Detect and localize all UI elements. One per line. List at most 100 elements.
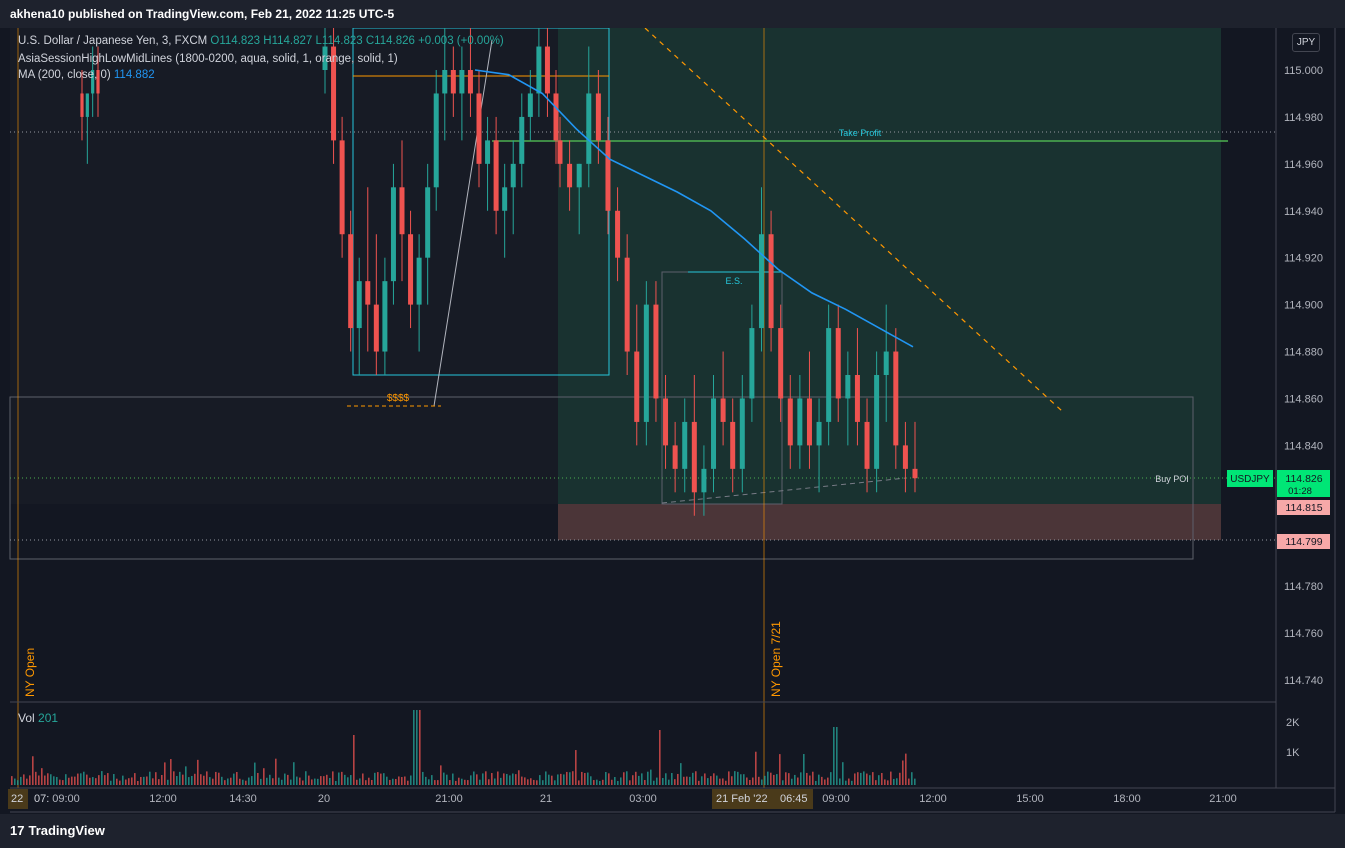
time-edge-label-1: 22	[11, 793, 23, 805]
volume-bar	[719, 778, 721, 785]
volume-bar	[728, 771, 730, 785]
volume-axis-ticks: 2K 1K	[1286, 717, 1300, 759]
price-tick-0: 115.000	[1284, 65, 1323, 77]
volume-bar	[908, 778, 910, 785]
change-value: +0.003 (+0.00%)	[418, 35, 504, 47]
volume-bar	[635, 771, 637, 785]
candle-body	[91, 70, 95, 94]
time-tick-8: 12:00	[919, 793, 947, 805]
volume-bar	[887, 780, 889, 785]
candle-body	[408, 234, 414, 305]
volume-bar	[236, 771, 238, 785]
volume-bar	[833, 727, 835, 785]
candle-body	[567, 163, 573, 188]
close-value: C114.826	[365, 35, 415, 47]
volume-bar	[674, 779, 676, 785]
time-tick-0: 09:00	[52, 793, 80, 805]
volume-bar	[176, 776, 178, 785]
time-tick-9: 15:00	[1016, 793, 1044, 805]
currency-button[interactable]: JPY	[1292, 33, 1320, 52]
indicator-name: AsiaSessionHighLowMidLines (1800-0200, a…	[18, 53, 398, 65]
volume-bar	[125, 779, 127, 785]
volume-bar	[806, 772, 808, 785]
volume-bar	[86, 774, 88, 785]
price-tick-13: 114.740	[1284, 675, 1323, 687]
volume-bar	[419, 710, 421, 785]
volume-tick-0: 2K	[1286, 717, 1300, 729]
candle-body	[527, 93, 533, 117]
ny-open-label-1: NY Open	[23, 648, 37, 697]
volume-bar	[629, 780, 631, 785]
volume-bar	[893, 778, 895, 785]
volume-bar	[437, 780, 439, 785]
volume-bar	[344, 774, 346, 785]
volume-bar	[599, 780, 601, 785]
volume-bar	[380, 773, 382, 785]
symbol-legend[interactable]: U.S. Dollar / Japanese Yen, 3, FXCM O114…	[18, 35, 504, 47]
volume-bar	[815, 780, 817, 785]
low-price-label-bg	[1277, 534, 1330, 549]
candle-body	[442, 70, 448, 94]
volume-bar	[23, 774, 25, 785]
ma-label: MA (200, close, 0)	[18, 69, 111, 81]
volume-bar	[584, 773, 586, 785]
volume-bar	[533, 779, 535, 785]
price-tick-2: 114.960	[1284, 159, 1323, 171]
volume-bar	[503, 773, 505, 785]
candle-body	[322, 46, 328, 70]
volume-bar	[767, 771, 769, 785]
volume-bar	[158, 779, 160, 785]
volume-bar	[356, 779, 358, 785]
volume-bar	[587, 772, 589, 785]
volume-bar	[110, 780, 112, 785]
countdown-label: 01:28	[1288, 486, 1312, 497]
volume-bar	[467, 780, 469, 785]
price-tick-12: 114.760	[1284, 628, 1323, 640]
volume-bar	[512, 773, 514, 785]
volume-bar	[722, 778, 724, 785]
volume-bar	[665, 773, 667, 785]
volume-bar	[245, 780, 247, 785]
time-axis[interactable]	[10, 788, 1335, 812]
volume-bar	[734, 771, 736, 785]
tradingview-logo[interactable]: 17 TradingView	[10, 823, 105, 838]
price-axis[interactable]	[1276, 28, 1335, 788]
tradingview-logo-text: TradingView	[28, 823, 105, 838]
volume-bar	[737, 771, 739, 785]
candle-body	[595, 93, 601, 141]
candle-body	[845, 375, 851, 399]
volume-bar	[62, 780, 64, 785]
ma-200-line	[474, 69, 914, 348]
volume-bar	[791, 778, 793, 785]
volume-bar	[899, 772, 901, 785]
last-price-label-bg	[1277, 470, 1330, 497]
volume-bar	[488, 779, 490, 785]
volume-bar	[809, 775, 811, 785]
volume-bar	[104, 775, 106, 785]
candle-body	[624, 257, 630, 352]
candle-body	[450, 70, 456, 94]
candle-body	[758, 234, 764, 329]
volume-bar	[914, 778, 916, 785]
ma-value: 114.882	[113, 69, 155, 81]
volume-bar	[164, 762, 166, 785]
candle-body	[854, 375, 860, 422]
ma-legend[interactable]: MA (200, close, 0) 114.882	[18, 69, 155, 81]
candle-body	[365, 281, 371, 305]
volume-bar	[29, 775, 31, 785]
candle-body	[373, 304, 379, 352]
time-edge-label-2: 07:	[34, 793, 49, 805]
volume-bar	[413, 710, 415, 785]
volume-bar	[92, 777, 94, 785]
volume-bar	[446, 774, 448, 785]
indicator-legend[interactable]: AsiaSessionHighLowMidLines (1800-0200, a…	[18, 53, 398, 65]
volume-bar	[200, 774, 202, 785]
time-highlight-left	[8, 789, 28, 809]
time-highlight-time: 06:45	[780, 793, 808, 805]
volume-bar	[137, 780, 139, 785]
volume-bar	[59, 779, 61, 785]
volume-legend[interactable]: Vol 201	[18, 711, 58, 725]
volume-bar	[206, 771, 208, 785]
candle-body	[399, 187, 405, 235]
